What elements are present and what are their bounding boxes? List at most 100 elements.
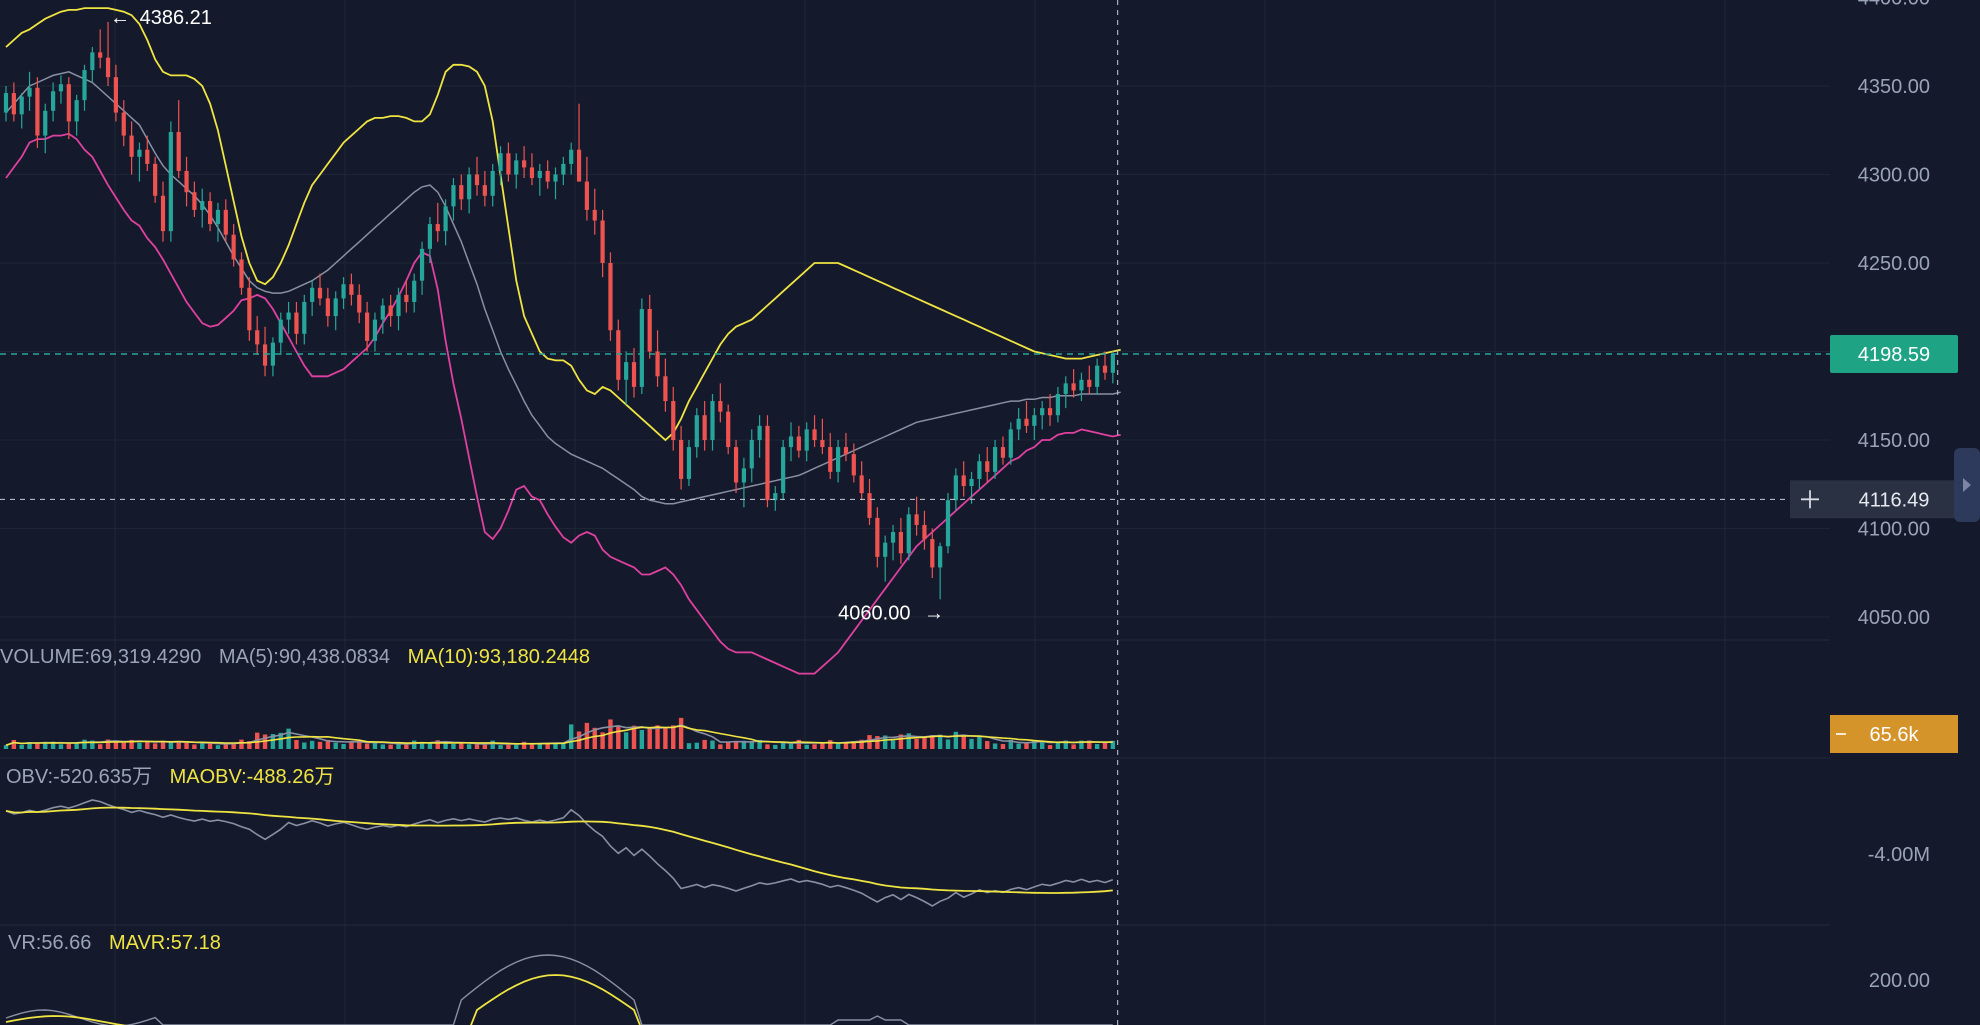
candle[interactable] xyxy=(679,425,684,490)
candle[interactable] xyxy=(569,142,574,175)
candle[interactable] xyxy=(82,64,87,111)
candle[interactable] xyxy=(451,178,456,221)
candle[interactable] xyxy=(671,386,676,451)
candle[interactable] xyxy=(820,418,825,455)
candle[interactable] xyxy=(129,121,134,175)
candle[interactable] xyxy=(757,415,762,458)
candle[interactable] xyxy=(781,440,786,501)
candle[interactable] xyxy=(200,188,205,228)
candle[interactable] xyxy=(1087,365,1092,394)
candle[interactable] xyxy=(11,82,16,122)
candlesticks[interactable] xyxy=(3,21,1115,600)
candle[interactable] xyxy=(294,301,299,345)
candle[interactable] xyxy=(419,241,425,295)
candle[interactable] xyxy=(208,192,213,232)
candle[interactable] xyxy=(977,454,982,490)
candle[interactable] xyxy=(153,156,158,203)
candle[interactable] xyxy=(812,415,817,448)
candle[interactable] xyxy=(890,524,896,561)
candle[interactable] xyxy=(490,163,495,207)
candle[interactable] xyxy=(105,21,111,86)
candle[interactable] xyxy=(1055,386,1060,423)
candle[interactable] xyxy=(66,77,71,140)
candle[interactable] xyxy=(796,425,801,458)
candle[interactable] xyxy=(773,486,778,511)
candle[interactable] xyxy=(1008,422,1013,465)
candle[interactable] xyxy=(969,471,974,504)
candle[interactable] xyxy=(914,496,919,536)
candle[interactable] xyxy=(74,94,79,136)
candle[interactable] xyxy=(121,100,126,147)
candle[interactable] xyxy=(1016,408,1021,440)
candle[interactable] xyxy=(137,142,142,182)
candle[interactable] xyxy=(608,252,613,341)
candle[interactable] xyxy=(655,330,660,387)
candle[interactable] xyxy=(726,404,731,455)
candle[interactable] xyxy=(498,146,503,186)
candle[interactable] xyxy=(341,277,346,310)
candle[interactable] xyxy=(576,103,582,182)
candle[interactable] xyxy=(333,291,338,331)
candle[interactable] xyxy=(215,202,221,242)
candle[interactable] xyxy=(98,29,103,69)
plus-icon[interactable] xyxy=(1801,490,1819,509)
candle[interactable] xyxy=(733,440,739,494)
candle[interactable] xyxy=(600,209,605,278)
candle[interactable] xyxy=(1000,436,1006,465)
candle[interactable] xyxy=(1032,408,1037,440)
candle[interactable] xyxy=(372,312,378,352)
candle[interactable] xyxy=(1102,351,1108,380)
candle[interactable] xyxy=(718,383,723,423)
candle[interactable] xyxy=(749,429,754,483)
candle[interactable] xyxy=(961,461,966,497)
candle[interactable] xyxy=(278,312,283,356)
candle[interactable] xyxy=(404,280,409,313)
candle[interactable] xyxy=(647,294,652,359)
candle[interactable] xyxy=(231,224,236,267)
candle[interactable] xyxy=(239,252,244,295)
candle[interactable] xyxy=(639,298,644,394)
candle[interactable] xyxy=(349,273,354,306)
candle[interactable] xyxy=(930,528,935,579)
candle[interactable] xyxy=(435,202,440,242)
candle[interactable] xyxy=(1079,372,1084,402)
candle[interactable] xyxy=(561,156,566,186)
candle[interactable] xyxy=(58,75,64,104)
candle[interactable] xyxy=(427,216,432,263)
candle[interactable] xyxy=(875,507,880,568)
candle[interactable] xyxy=(1047,393,1053,426)
candle[interactable] xyxy=(788,422,794,462)
candle[interactable] xyxy=(255,316,260,356)
candle[interactable] xyxy=(262,326,268,377)
candle[interactable] xyxy=(883,535,888,582)
candle[interactable] xyxy=(145,135,150,171)
candle[interactable] xyxy=(945,493,951,554)
candle[interactable] xyxy=(459,174,464,210)
candle[interactable] xyxy=(388,294,393,327)
candle[interactable] xyxy=(35,77,40,148)
candle[interactable] xyxy=(43,103,48,154)
candle[interactable] xyxy=(1024,401,1029,433)
candle[interactable] xyxy=(843,432,849,462)
candle[interactable] xyxy=(310,280,315,317)
candle[interactable] xyxy=(357,284,362,324)
candle[interactable] xyxy=(828,432,833,479)
candle[interactable] xyxy=(168,121,173,242)
candle[interactable] xyxy=(1040,401,1045,430)
candle[interactable] xyxy=(247,277,252,341)
candle[interactable] xyxy=(529,153,535,186)
candle[interactable] xyxy=(922,510,927,550)
candle[interactable] xyxy=(522,146,527,179)
candle[interactable] xyxy=(325,287,330,327)
candle[interactable] xyxy=(396,287,401,331)
candle[interactable] xyxy=(380,298,385,334)
candle[interactable] xyxy=(804,422,809,462)
candle[interactable] xyxy=(537,163,542,196)
candle[interactable] xyxy=(631,347,637,398)
candle[interactable] xyxy=(467,167,472,214)
candle[interactable] xyxy=(474,156,480,196)
candle[interactable] xyxy=(616,319,621,391)
candle[interactable] xyxy=(270,337,275,377)
candle[interactable] xyxy=(113,64,118,122)
